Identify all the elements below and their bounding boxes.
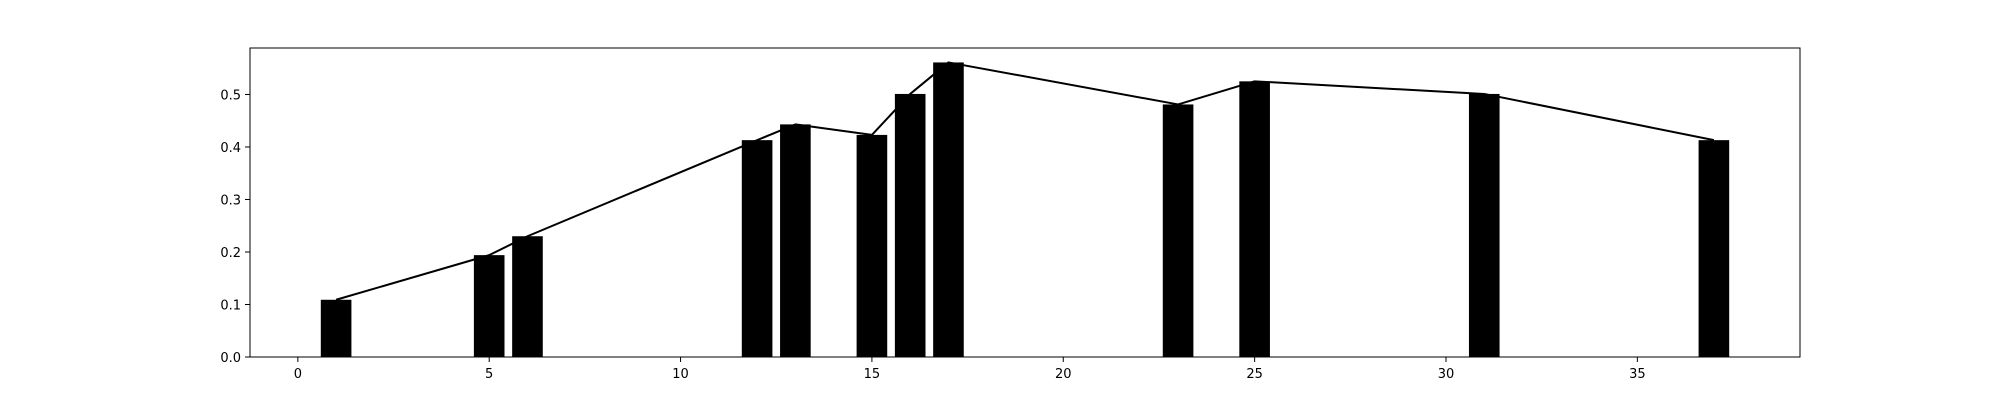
y-axis: 0.0 0.1 0.2 0.3 0.4 0.5 bbox=[220, 88, 250, 366]
y-tick-label: 0.0 bbox=[220, 351, 241, 366]
y-tick-label: 0.1 bbox=[220, 298, 241, 313]
bar-31 bbox=[1468, 93, 1500, 357]
bar-25 bbox=[1239, 81, 1270, 357]
bar-23 bbox=[1162, 104, 1194, 357]
bar-15 bbox=[856, 134, 888, 357]
bar-5 bbox=[473, 255, 505, 357]
x-axis: 0 5 10 15 20 25 30 35 bbox=[294, 357, 1646, 382]
bar-13 bbox=[780, 124, 811, 357]
x-tick-label: 20 bbox=[1055, 367, 1072, 382]
bar-6 bbox=[512, 236, 543, 357]
x-tick-label: 5 bbox=[485, 367, 493, 382]
bar-12 bbox=[741, 140, 773, 357]
y-tick-label: 0.3 bbox=[220, 193, 241, 208]
bar-17 bbox=[933, 62, 964, 358]
x-tick-label: 25 bbox=[1246, 367, 1263, 382]
series-line bbox=[335, 61, 1715, 301]
bar-16 bbox=[894, 93, 926, 357]
x-tick-label: 10 bbox=[672, 367, 689, 382]
y-tick-label: 0.2 bbox=[220, 246, 241, 261]
x-tick-label: 30 bbox=[1438, 367, 1455, 382]
x-tick-label: 35 bbox=[1629, 367, 1646, 382]
line-layer bbox=[335, 61, 1715, 301]
x-tick-label: 0 bbox=[294, 367, 302, 382]
bars-layer bbox=[320, 62, 1730, 358]
bar-1 bbox=[320, 299, 352, 357]
plot-frame bbox=[249, 47, 1801, 358]
bar-37 bbox=[1698, 140, 1730, 357]
x-tick-label: 15 bbox=[864, 367, 881, 382]
y-tick-label: 0.5 bbox=[220, 88, 241, 103]
y-tick-label: 0.4 bbox=[220, 141, 241, 156]
